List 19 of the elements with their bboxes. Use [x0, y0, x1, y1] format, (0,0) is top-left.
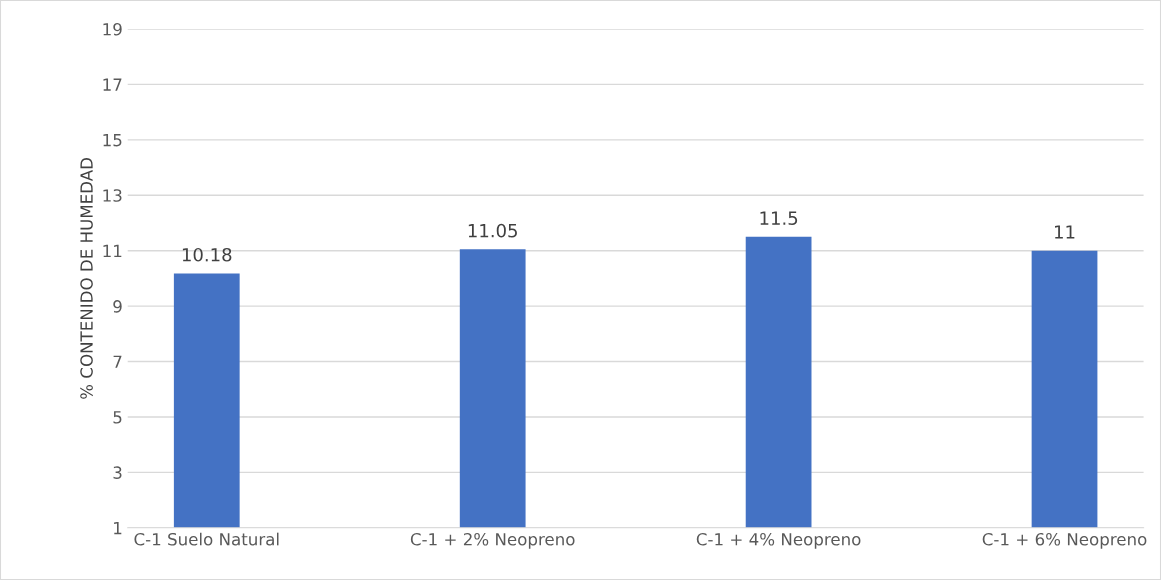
y-tick-label: 1: [114, 521, 122, 535]
data-label: 11.05: [468, 223, 517, 238]
y-tick-label: 13: [103, 189, 122, 202]
x-tick-label: C-1 + 6% Neopreno: [982, 532, 1147, 549]
y-axis-title: % CONTENIDO DE HUMEDAD: [80, 158, 93, 399]
y-tick-label: 7: [113, 355, 122, 368]
data-label: 11.5: [760, 211, 798, 225]
data-label: 10.18: [182, 247, 232, 262]
y-tick-label: 5: [113, 411, 122, 424]
y-tick-label: 17: [103, 78, 122, 91]
y-tick-label: 3: [113, 466, 122, 479]
x-tick-label: C-1 + 2% Neopreno: [410, 532, 575, 549]
y-tick-label: 11: [103, 244, 122, 258]
y-tick-label: 9: [113, 300, 122, 313]
x-tick-label: C-1 + 4% Neopreno: [696, 532, 861, 549]
y-tick-label: 15: [103, 134, 122, 147]
x-tick-label: C-1 Suelo Natural: [134, 532, 279, 546]
data-label: 11: [1055, 225, 1075, 239]
y-tick-label: 19: [103, 22, 122, 36]
